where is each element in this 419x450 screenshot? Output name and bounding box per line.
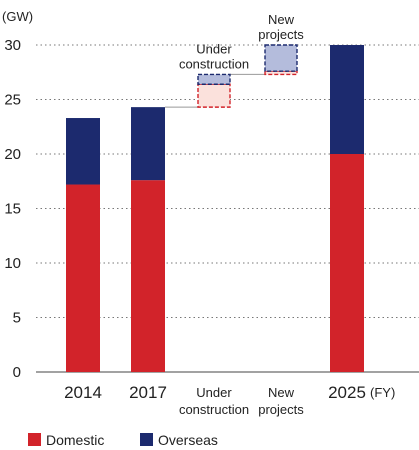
legend-swatch-1 <box>140 433 153 446</box>
legend: Domestic Overseas <box>28 432 218 448</box>
y-tick-label-10: 10 <box>4 255 21 272</box>
annotation-1-line-0: New <box>268 12 295 27</box>
y-unit-label: (GW) <box>2 9 33 24</box>
x-label-3-line-0: New <box>268 385 295 400</box>
x-label-1: 2017 <box>129 383 167 402</box>
waterfall-overseas-0 <box>197 73 231 85</box>
y-tick-label-5: 5 <box>13 310 21 327</box>
bar-overseas-0 <box>66 118 100 185</box>
x-label-2-line-1: construction <box>179 402 249 417</box>
y-tick-label-25: 25 <box>4 92 21 109</box>
connector-lines <box>165 73 265 108</box>
x-label-2-line-0: Under <box>196 385 232 400</box>
y-tick-label-20: 20 <box>4 146 21 163</box>
legend-swatch-0 <box>28 433 41 446</box>
bar-domestic-0 <box>66 184 100 372</box>
x-label-3-line-1: projects <box>258 402 304 417</box>
bars <box>66 44 364 372</box>
bar-overseas-4 <box>330 45 364 154</box>
y-tick-label-30: 30 <box>4 37 21 54</box>
x-label-0: 2014 <box>64 383 102 402</box>
y-tick-label-0: 0 <box>13 364 21 381</box>
y-tick-labels: 0 5 10 15 20 25 30 <box>4 37 21 381</box>
x-category-labels: 2014 2017 Under construction New projects 2025 <box>64 383 366 417</box>
bar-domestic-1 <box>131 180 165 372</box>
bar-domestic-4 <box>330 154 364 372</box>
annotation-0-line-0: Under <box>196 41 232 56</box>
x-label-4: 2025 <box>328 383 366 402</box>
y-tick-label-15: 15 <box>4 201 21 218</box>
annotation-0-line-1: construction <box>179 56 249 71</box>
waterfall-domestic-0 <box>197 83 231 108</box>
bar-overseas-1 <box>131 107 165 181</box>
legend-label-1: Overseas <box>158 432 218 448</box>
x-unit-label: (FY) <box>370 385 395 400</box>
waterfall-overseas-1 <box>264 44 298 72</box>
legend-label-0: Domestic <box>46 432 104 448</box>
annotation-1-line-1: projects <box>258 27 304 42</box>
